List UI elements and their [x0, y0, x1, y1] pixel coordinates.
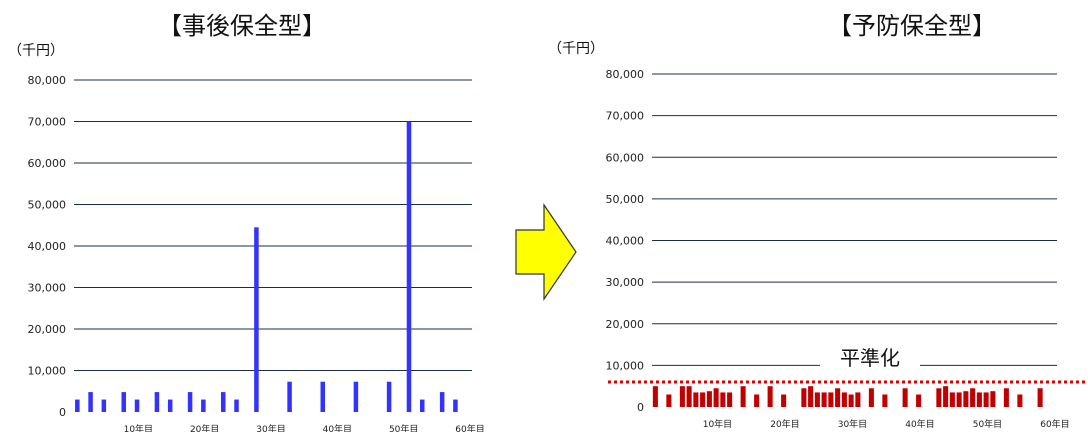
bar — [88, 392, 93, 412]
bar — [75, 399, 80, 412]
bar — [201, 399, 206, 412]
bar — [706, 391, 712, 407]
bar — [720, 392, 726, 407]
bar — [406, 121, 412, 412]
bar — [419, 399, 425, 412]
bar — [841, 392, 847, 407]
y-unit-label-right: （千円） — [548, 41, 604, 57]
y-tick-label: 40,000 — [606, 235, 645, 248]
bar — [828, 392, 834, 407]
bar — [134, 399, 140, 412]
bar — [439, 392, 445, 412]
bar — [121, 392, 127, 412]
y-tick-label: 30,000 — [28, 282, 67, 295]
y-tick-label: 60,000 — [606, 151, 645, 164]
bar — [234, 399, 239, 412]
bar — [220, 392, 226, 412]
bar — [386, 381, 392, 412]
bar — [855, 392, 861, 407]
bar — [808, 386, 814, 407]
y-tick-label: 20,000 — [606, 318, 645, 331]
bar — [821, 392, 827, 407]
bar — [990, 391, 996, 407]
x-tick-label: 40年目 — [905, 418, 934, 430]
bar — [801, 388, 807, 407]
bar — [976, 392, 982, 407]
x-tick-label: 50年目 — [389, 423, 418, 432]
bar — [686, 386, 692, 407]
bar — [740, 386, 746, 407]
x-tick-label: 30年目 — [838, 418, 867, 430]
bar — [916, 394, 922, 407]
bar — [814, 392, 820, 407]
y-tick-label: 50,000 — [28, 199, 67, 212]
bar — [902, 388, 908, 407]
bar — [943, 386, 949, 407]
bar — [956, 392, 962, 407]
right-arrow-icon — [515, 203, 577, 301]
y-tick-label: 0 — [59, 406, 66, 419]
bar — [767, 386, 773, 407]
y-tick-label: 60,000 — [28, 157, 67, 170]
y-tick-label: 0 — [637, 401, 644, 414]
bar — [187, 392, 193, 412]
x-tick-label: 60年目 — [455, 423, 484, 432]
left-chart: 0 10,000 20,000 30,000 40,000 50,000 60,000 70,… — [28, 74, 485, 432]
bar — [963, 391, 969, 407]
y-tick-label: 40,000 — [28, 240, 67, 253]
bar — [167, 399, 173, 412]
bar — [983, 392, 989, 407]
bar — [693, 392, 699, 407]
leveling-annotation: 平準化 — [820, 342, 920, 372]
y-tick-label: 80,000 — [28, 74, 67, 87]
y-tick-label: 80,000 — [606, 68, 645, 81]
bar — [882, 394, 888, 407]
bar — [868, 388, 874, 407]
bar — [1017, 394, 1023, 407]
right-chart: 0 10,000 20,000 30,000 40,000 50,000 60,000 70,… — [606, 68, 1085, 430]
y-tick-label: 30,000 — [606, 276, 645, 289]
y-tick-label: 10,000 — [606, 359, 645, 372]
bar — [781, 394, 787, 407]
leveling-label: 平準化 — [840, 346, 900, 370]
bar — [254, 227, 259, 412]
y-tick-label: 20,000 — [28, 323, 67, 336]
bar — [713, 388, 719, 407]
bar — [679, 386, 685, 407]
x-tick-label: 10年目 — [124, 423, 153, 432]
y-unit-label-left: （千円） — [8, 43, 64, 59]
bar — [754, 394, 760, 407]
x-tick-label: 20年目 — [770, 418, 799, 430]
bar — [353, 381, 359, 412]
bar — [320, 381, 326, 412]
y-tick-label: 70,000 — [28, 116, 67, 129]
bar — [1037, 388, 1043, 407]
x-tick-label: 30年目 — [256, 423, 285, 432]
bar — [287, 381, 292, 412]
y-tick-label: 70,000 — [606, 110, 645, 123]
bar — [453, 399, 458, 412]
bar — [949, 392, 955, 407]
bar — [936, 388, 942, 407]
bar — [848, 394, 854, 407]
x-tick-label: 10年目 — [703, 418, 732, 430]
bar — [101, 399, 107, 412]
x-tick-label: 20年目 — [190, 423, 219, 432]
bar — [727, 392, 733, 407]
bar — [700, 392, 706, 407]
bar — [652, 386, 658, 407]
x-tick-label: 60年目 — [1040, 418, 1069, 430]
bar — [835, 388, 841, 407]
bar — [970, 388, 976, 407]
y-tick-label: 10,000 — [28, 365, 67, 378]
bar — [1003, 388, 1009, 407]
bar — [154, 392, 160, 412]
x-tick-label: 40年目 — [323, 423, 352, 432]
y-tick-label: 50,000 — [606, 193, 645, 206]
chart-title-left: 【事後保全型】 — [158, 12, 326, 40]
bar — [666, 394, 672, 407]
x-tick-label: 50年目 — [973, 418, 1002, 430]
chart-title-right: 【予防保全型】 — [828, 12, 996, 40]
